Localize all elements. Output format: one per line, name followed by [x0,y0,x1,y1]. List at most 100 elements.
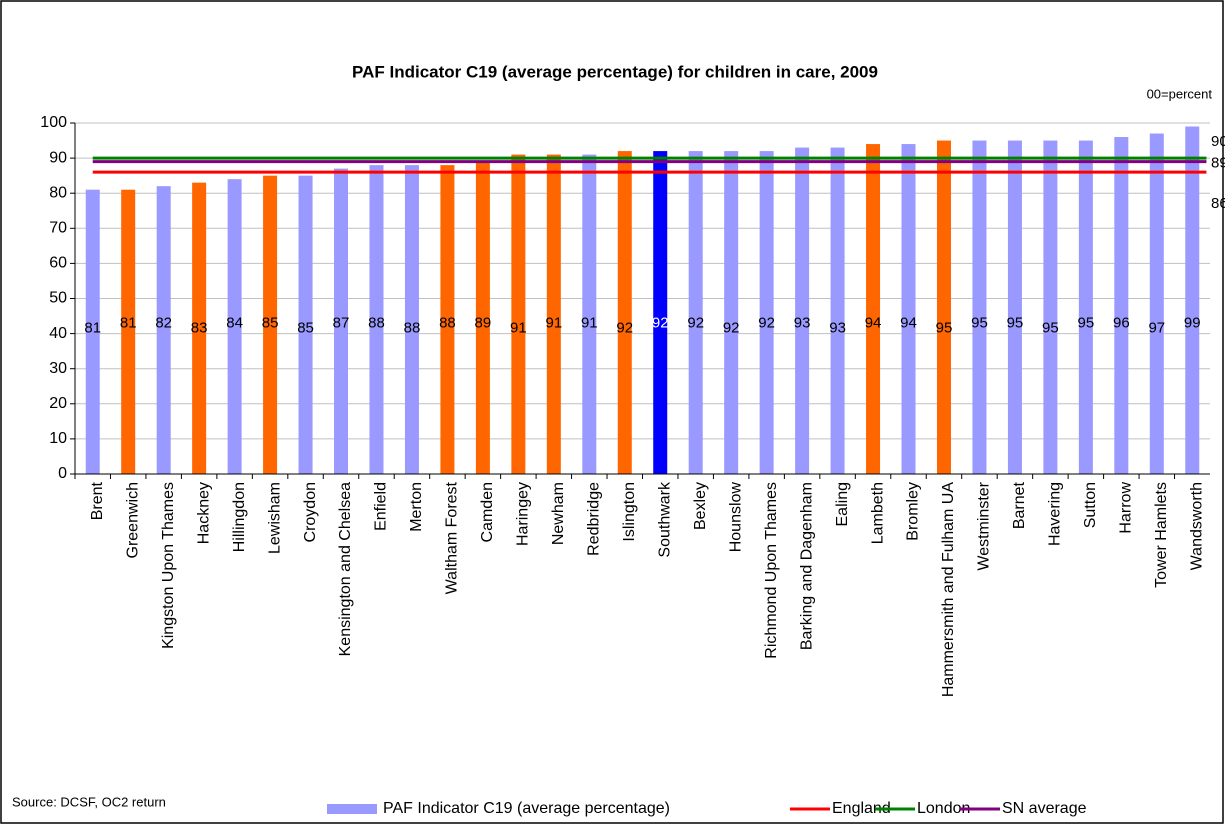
data-label: 88 [368,315,385,332]
bar [156,186,171,474]
data-label: 92 [723,320,740,337]
x-tick-label: Haringey [515,482,532,546]
bar [369,165,384,474]
y-tick-label: 30 [49,360,67,377]
x-tick-label: Camden [479,482,496,542]
data-label: 82 [155,315,172,332]
data-label: 97 [1148,320,1165,337]
y-tick-label: 100 [40,114,67,131]
data-label: 91 [510,320,527,337]
data-label: 87 [333,315,350,332]
x-tick-label: Ealing [834,482,851,526]
bar [263,175,278,474]
y-tick-label: 40 [49,325,67,342]
bar [724,151,739,474]
x-tick-label: Waltham Forest [444,481,461,594]
data-label: 95 [1078,315,1095,332]
data-label: 95 [971,315,988,332]
bar [1078,140,1093,475]
source-note: Source: DCSF, OC2 return [12,794,166,809]
legend-label: SN average [1002,800,1087,817]
x-tick-label: Islington [621,482,638,542]
bar [192,182,207,475]
bar [830,147,845,474]
x-tick-label: Merton [408,482,425,532]
bar [795,147,810,474]
bar [440,165,455,474]
x-tick-label: Harrow [1118,482,1135,534]
x-tick-label: Barking and Dagenham [798,482,815,650]
x-tick-label: Sutton [1082,482,1099,528]
legend-label: PAF Indicator C19 (average percentage) [383,800,670,817]
bar [121,189,136,474]
x-tick-label: Westminster [976,481,993,570]
bar [972,140,987,475]
legend-label: England [832,800,891,817]
data-label: 94 [865,315,882,332]
y-tick-label: 60 [49,255,67,272]
x-tick-label: Kensington and Chelsea [337,482,354,656]
data-label: 92 [616,320,633,337]
x-tick-label: Croydon [302,482,319,542]
data-label: 85 [297,320,314,337]
x-tick-label: Hillingdon [231,482,248,552]
bar [298,175,313,474]
x-tick-label: Barnet [1011,481,1028,529]
bar [511,154,526,474]
bar [1149,133,1164,474]
reference-label: 86 [1211,195,1225,212]
data-label: 92 [652,315,669,332]
x-tick-label: Hammersmith and Fulham UA [940,482,957,698]
reference-label: 90 [1211,133,1225,150]
x-tick-label: Newham [550,482,567,545]
y-tick-label: 0 [58,465,67,482]
bar [475,161,490,475]
y-tick-label: 70 [49,220,67,237]
bar [1185,126,1200,474]
data-label: 84 [226,315,243,332]
bar [866,144,881,474]
bar [688,151,703,474]
data-label: 95 [936,320,953,337]
x-tick-label: Hounslow [727,482,744,553]
bar [759,151,774,474]
data-label: 89 [475,315,492,332]
x-tick-label: Bexley [692,482,709,530]
data-label: 88 [439,315,456,332]
bar [901,144,916,474]
data-label: 92 [687,315,704,332]
x-tick-label: Enfield [373,482,390,531]
data-label: 93 [794,315,811,332]
bar [334,168,349,474]
data-label: 94 [900,315,917,332]
bar [1043,140,1058,475]
x-tick-label: Redbridge [586,482,603,556]
x-tick-label: Lewisham [266,482,283,554]
bar [1007,140,1022,475]
data-label: 85 [262,315,279,332]
x-tick-label: Tower Hamlets [1153,482,1170,588]
y-tick-label: 20 [49,395,67,412]
x-tick-label: Hackney [195,482,212,544]
data-label: 96 [1113,315,1130,332]
x-tick-label: Havering [1047,482,1064,546]
data-label: 95 [1042,320,1059,337]
x-tick-label: Wandsworth [1188,482,1205,570]
x-tick-label: Greenwich [124,482,141,558]
data-label: 95 [1007,315,1024,332]
data-label: 91 [545,315,562,332]
x-tick-label: Kingston Upon Thames [160,482,177,649]
data-label: 91 [581,315,598,332]
y-tick-label: 10 [49,430,67,447]
x-tick-label: Richmond Upon Thames [763,482,780,659]
y-tick-label: 80 [49,184,67,201]
x-tick-label: Bromley [905,482,922,541]
chart-title: PAF Indicator C19 (average percentage) f… [352,62,878,81]
bar [85,189,100,474]
bar [546,154,561,474]
x-tick-label: Lambeth [869,482,886,544]
unit-note: 00=percent [1147,86,1213,101]
bar [653,151,668,474]
